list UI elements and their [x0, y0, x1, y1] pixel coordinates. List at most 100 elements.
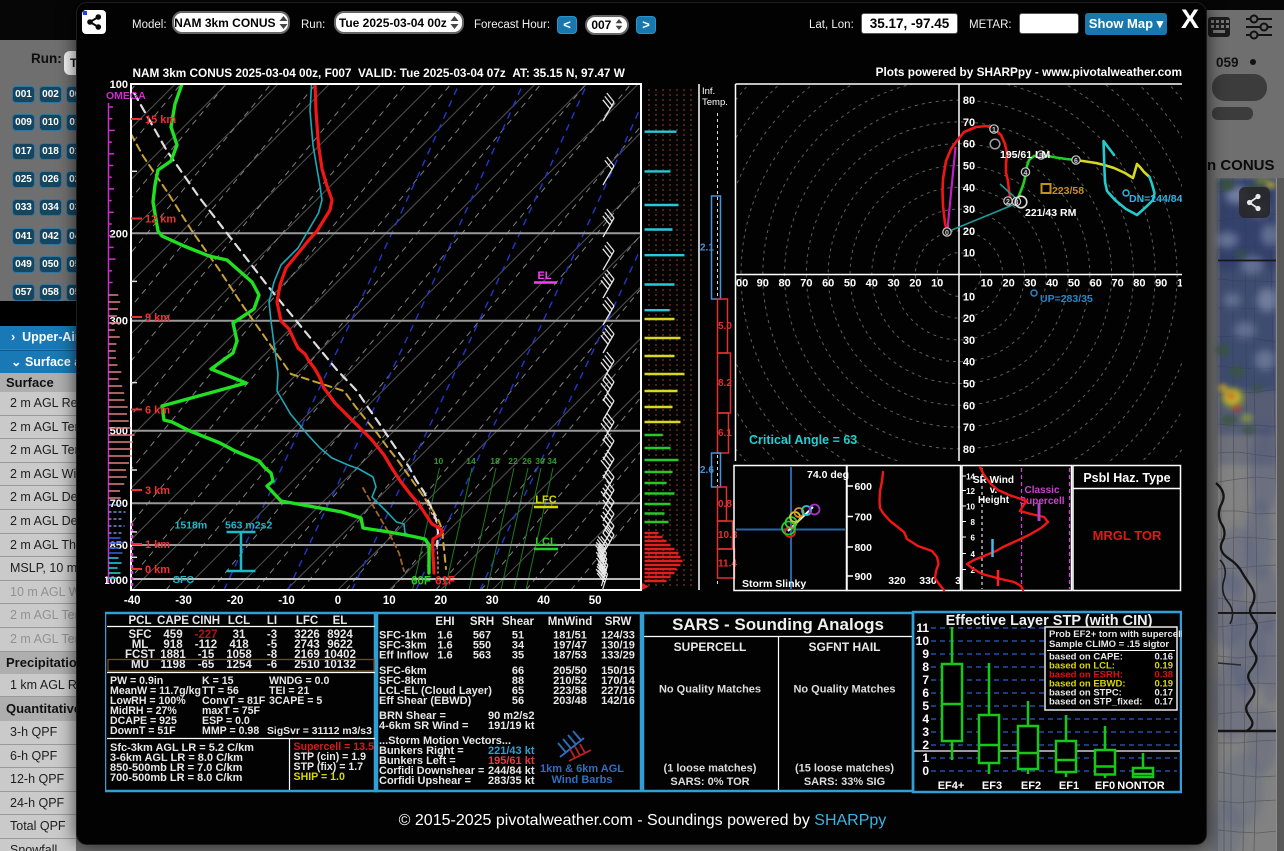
svg-text:1198: 1198: [161, 659, 187, 671]
svg-text:1 km: 1 km: [145, 539, 170, 551]
svg-text:Plots powered by SHARPpy - www: Plots powered by SHARPpy - www.pivotalwe…: [876, 65, 1182, 79]
svg-text:based on CAPE:: based on CAPE:: [1049, 652, 1123, 663]
svg-text:205/50: 205/50: [553, 665, 587, 677]
svg-text:-3: -3: [267, 629, 277, 641]
svg-text:-10: -10: [278, 595, 295, 607]
svg-text:Eff Shear (EBWD): Eff Shear (EBWD): [379, 695, 472, 707]
svg-text:900: 900: [854, 571, 872, 583]
svg-text:-5: -5: [267, 639, 278, 651]
svg-text:Corfidi Upshear =: Corfidi Upshear =: [379, 775, 471, 787]
svg-text:TEI = 21: TEI = 21: [269, 685, 309, 697]
svg-text:850: 850: [110, 540, 128, 552]
svg-text:0.16: 0.16: [1155, 652, 1174, 663]
svg-text:283/35 kt: 283/35 kt: [488, 775, 535, 787]
svg-text:12 km: 12 km: [145, 214, 176, 226]
svg-text:NAM 3km CONUS 2025-03-04 00z,: NAM 3km CONUS 2025-03-04 00z, F007 VALID…: [133, 66, 626, 80]
svg-text:0.38: 0.38: [1155, 670, 1174, 681]
svg-text:8: 8: [922, 660, 929, 674]
svg-text:459: 459: [163, 629, 182, 641]
svg-text:LCL: LCL: [228, 615, 250, 627]
svg-text:90: 90: [757, 278, 769, 290]
svg-text:4: 4: [1024, 170, 1028, 177]
svg-text:Corfidi Downshear =: Corfidi Downshear =: [379, 765, 484, 777]
svg-text:BRN Shear =: BRN Shear =: [379, 710, 446, 722]
svg-text:CAPE: CAPE: [157, 615, 189, 627]
svg-text:SFC: SFC: [173, 574, 194, 586]
svg-text:40: 40: [537, 595, 550, 607]
svg-text:EF2: EF2: [1021, 780, 1041, 792]
svg-text:10: 10: [963, 248, 975, 260]
svg-text:5: 5: [922, 699, 929, 713]
svg-text:223/58: 223/58: [553, 685, 587, 697]
svg-text:LFC: LFC: [296, 615, 318, 627]
svg-text:LCL-EL (Cloud Layer): LCL-EL (Cloud Layer): [379, 685, 492, 697]
svg-text:66: 66: [512, 665, 524, 677]
svg-text:1: 1: [1177, 278, 1182, 290]
svg-text:LowRH = 100%: LowRH = 100%: [110, 695, 186, 707]
svg-text:195/61 kt: 195/61 kt: [488, 755, 535, 767]
svg-text:SHIP = 1.0: SHIP = 1.0: [294, 771, 345, 783]
svg-text:12: 12: [966, 487, 975, 496]
svg-text:40: 40: [963, 357, 975, 369]
svg-text:100: 100: [110, 79, 128, 91]
svg-text:No Quality Matches: No Quality Matches: [793, 684, 895, 696]
svg-text:563 m2s2: 563 m2s2: [225, 520, 272, 532]
svg-text:1km & 6km AGL: 1km & 6km AGL: [540, 763, 624, 775]
svg-text:1.6: 1.6: [437, 650, 452, 662]
svg-text:2169: 2169: [294, 649, 320, 661]
svg-text:2.6: 2.6: [700, 465, 714, 476]
svg-text:MRGL TOR: MRGL TOR: [1093, 528, 1162, 543]
svg-text:9 km: 9 km: [145, 312, 170, 324]
svg-text:(1 loose matches): (1 loose matches): [664, 763, 757, 775]
svg-text:DCAPE = 925: DCAPE = 925: [110, 715, 177, 727]
svg-text:MU: MU: [131, 659, 149, 671]
svg-text:51: 51: [512, 630, 524, 642]
svg-text:SGFNT HAIL: SGFNT HAIL: [809, 640, 881, 654]
svg-text:60: 60: [963, 139, 975, 151]
svg-text:based on LCL:: based on LCL:: [1049, 661, 1115, 672]
svg-text:50: 50: [589, 595, 602, 607]
svg-text:10132: 10132: [324, 659, 356, 671]
svg-text:7: 7: [922, 673, 929, 687]
svg-text:418: 418: [229, 639, 249, 651]
svg-text:6.1: 6.1: [718, 428, 732, 439]
svg-text:130/19: 130/19: [601, 640, 635, 652]
svg-text:181/51: 181/51: [553, 630, 587, 642]
svg-text:-112: -112: [195, 639, 217, 651]
svg-text:based on STPC:: based on STPC:: [1049, 688, 1122, 699]
svg-text:SARS: 33% SIG: SARS: 33% SIG: [804, 776, 885, 788]
svg-text:10402: 10402: [324, 649, 356, 661]
svg-text:320: 320: [888, 575, 906, 587]
svg-text:221/43 kt: 221/43 kt: [488, 745, 535, 757]
svg-text:223/58: 223/58: [1052, 185, 1084, 197]
svg-text:-65: -65: [198, 659, 215, 671]
svg-text:195/61 LM: 195/61 LM: [1000, 149, 1050, 161]
svg-text:9: 9: [922, 647, 929, 661]
svg-text:STP (cin) = 1.9: STP (cin) = 1.9: [294, 751, 367, 763]
svg-text:50: 50: [1068, 278, 1080, 290]
svg-text:40: 40: [1046, 278, 1058, 290]
svg-text:34: 34: [512, 640, 525, 652]
svg-text:10: 10: [931, 278, 943, 290]
svg-text:210/52: 210/52: [553, 675, 587, 687]
svg-text:SigSvr = 31112 m3/s3: SigSvr = 31112 m3/s3: [267, 726, 372, 737]
svg-text:3: 3: [922, 725, 929, 739]
svg-text:SFC-6km: SFC-6km: [379, 665, 427, 677]
svg-text:MeanW = 11.7g/kg: MeanW = 11.7g/kg: [110, 685, 201, 697]
svg-text:1: 1: [992, 127, 996, 134]
svg-text:Eff Inflow: Eff Inflow: [379, 650, 429, 662]
svg-text:-20: -20: [227, 595, 244, 607]
svg-text:124/33: 124/33: [601, 630, 635, 642]
svg-text:Storm Slinky: Storm Slinky: [742, 578, 806, 590]
svg-text:LFC: LFC: [535, 494, 556, 506]
svg-text:4: 4: [971, 550, 976, 559]
svg-text:918: 918: [163, 639, 183, 651]
svg-text:3CAPE = 5: 3CAPE = 5: [269, 695, 322, 707]
svg-text:EL: EL: [333, 615, 348, 627]
svg-text:SR Wind: SR Wind: [973, 475, 1014, 486]
svg-text:700-500mb LR = 8.0 C/km: 700-500mb LR = 8.0 C/km: [110, 772, 243, 784]
svg-text:170/14: 170/14: [601, 675, 636, 687]
svg-text:563: 563: [473, 650, 491, 662]
svg-text:1.6: 1.6: [437, 630, 452, 642]
svg-text:Inf.: Inf.: [702, 86, 715, 97]
